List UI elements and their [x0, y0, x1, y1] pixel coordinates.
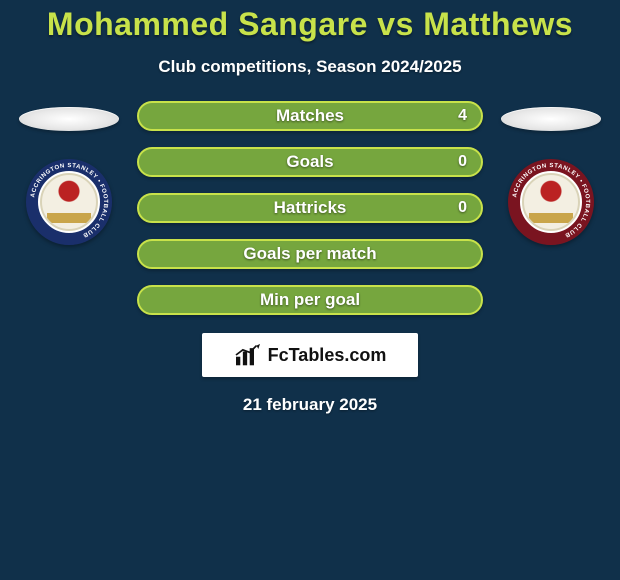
stat-bar: Goals 0	[137, 147, 483, 177]
brand-badge: FcTables.com	[202, 333, 418, 377]
page-title: Mohammed Sangare vs Matthews	[0, 6, 620, 43]
crest-inner	[522, 173, 580, 231]
right-name-pill	[501, 107, 601, 131]
brand-chart-icon	[234, 343, 262, 367]
stat-label: Min per goal	[260, 290, 360, 310]
left-name-pill	[19, 107, 119, 131]
left-club-crest: ACCRINGTON STANLEY • FOOTBALL CLUB	[26, 159, 112, 245]
stat-bar: Matches 4	[137, 101, 483, 131]
stat-label: Goals per match	[243, 244, 376, 264]
stat-bar: Min per goal	[137, 285, 483, 315]
stat-bars: Matches 4 Goals 0 Hattricks 0 Goals per match M…	[137, 101, 483, 315]
right-side: ACCRINGTON STANLEY • FOOTBALL CLUB	[501, 107, 601, 245]
stat-value-right: 0	[458, 199, 467, 217]
brand-text: FcTables.com	[268, 345, 387, 366]
page-subtitle: Club competitions, Season 2024/2025	[0, 57, 620, 77]
stat-bar: Hattricks 0	[137, 193, 483, 223]
stat-value-right: 0	[458, 153, 467, 171]
comparison-card: Mohammed Sangare vs Matthews Club compet…	[0, 0, 620, 580]
date-text: 21 february 2025	[0, 395, 620, 415]
right-club-crest: ACCRINGTON STANLEY • FOOTBALL CLUB	[508, 159, 594, 245]
stat-label: Hattricks	[274, 198, 347, 218]
stat-label: Goals	[286, 152, 333, 172]
stat-bar: Goals per match	[137, 239, 483, 269]
stat-value-right: 4	[458, 107, 467, 125]
left-side: ACCRINGTON STANLEY • FOOTBALL CLUB	[19, 107, 119, 245]
content-row: ACCRINGTON STANLEY • FOOTBALL CLUB Match…	[0, 107, 620, 315]
stat-label: Matches	[276, 106, 344, 126]
crest-inner	[40, 173, 98, 231]
